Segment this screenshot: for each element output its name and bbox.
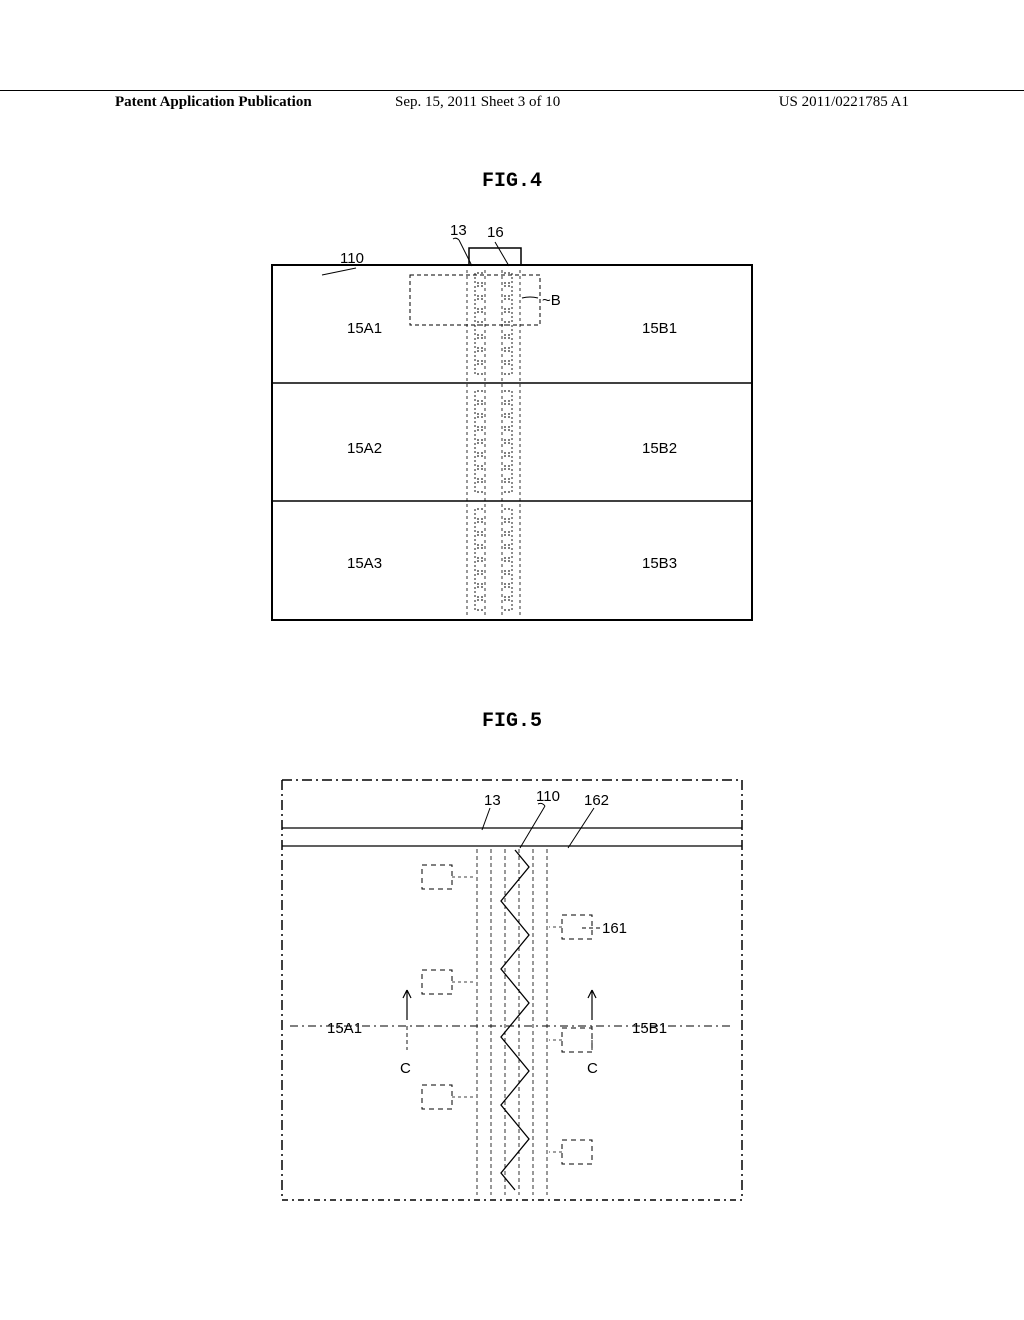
- fig5-label: FIG.5: [0, 710, 1024, 733]
- ref-15B2: 15B2: [642, 440, 677, 457]
- ref-15B3: 15B3: [642, 555, 677, 572]
- ref-15B1: 15B1: [642, 320, 677, 337]
- ref-15A2: 15A2: [347, 440, 382, 457]
- ref-C-left: C: [400, 1060, 411, 1077]
- fig4-label: FIG.4: [0, 170, 1024, 193]
- ref-13-f5: 13: [484, 792, 501, 809]
- fig5-container: 13 110 162 161 15A1 15B1 C C: [272, 770, 752, 1210]
- header-right: US 2011/0221785 A1: [779, 94, 909, 111]
- page-header: Patent Application Publication Sep. 15, …: [0, 90, 1024, 112]
- fig5-svg: [272, 770, 752, 1210]
- fig4-container: 110 13 16 ~B 15A1 15B1 15A2 15B2 15A3 15…: [262, 220, 762, 640]
- ref-15A1-f5: 15A1: [327, 1020, 362, 1037]
- ref-13: 13: [450, 222, 467, 239]
- ref-15B1-f5: 15B1: [632, 1020, 667, 1037]
- ref-161: 161: [602, 920, 627, 937]
- ref-15A3: 15A3: [347, 555, 382, 572]
- ref-162: 162: [584, 792, 609, 809]
- header-center: Sep. 15, 2011 Sheet 3 of 10: [395, 94, 560, 111]
- ref-16: 16: [487, 224, 504, 241]
- ref-110-f5: 110: [536, 788, 560, 805]
- ref-110: 110: [340, 250, 364, 267]
- fig4-svg: [262, 220, 762, 640]
- header-left: Patent Application Publication: [115, 94, 312, 111]
- ref-B: ~B: [542, 292, 561, 309]
- ref-C-right: C: [587, 1060, 598, 1077]
- ref-15A1: 15A1: [347, 320, 382, 337]
